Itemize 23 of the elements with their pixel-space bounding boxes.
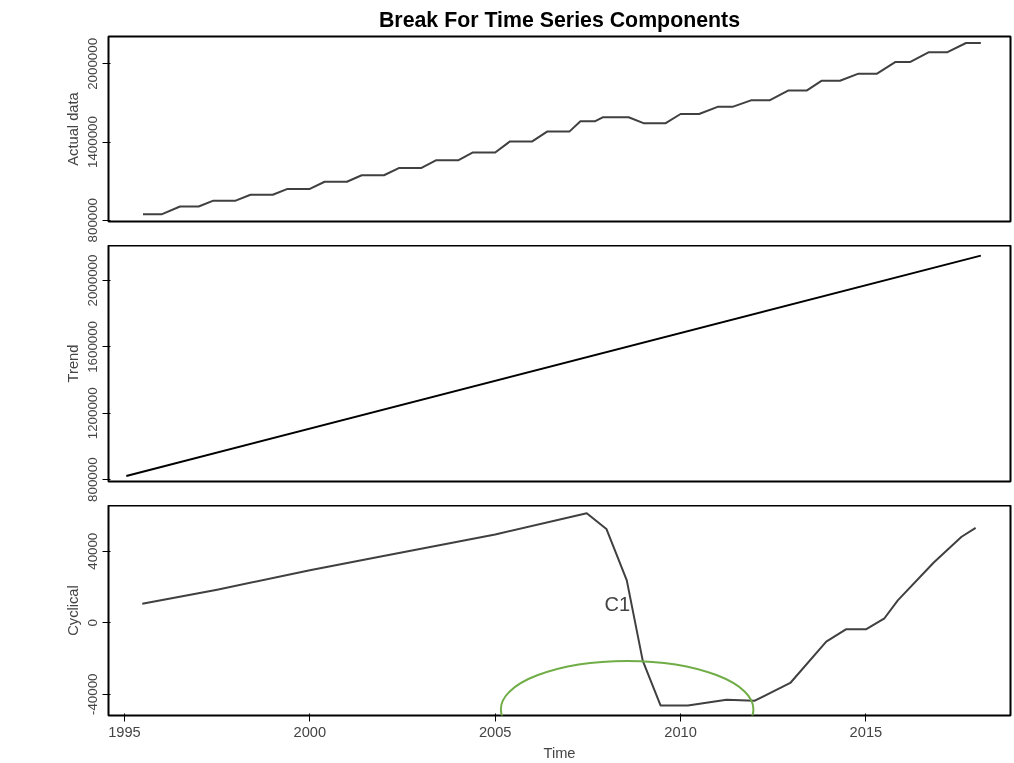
x-axis-title: Time (543, 744, 576, 761)
y-axis-title: Cyclical (64, 585, 81, 636)
line-series (141, 512, 977, 707)
annotation: C1 (604, 593, 631, 616)
y-tick-label: -40000 (85, 673, 101, 715)
chart-title: Break For Time Series Components (378, 7, 741, 32)
x-tick-label: 2000 (293, 723, 327, 740)
y-tick-label: 800000 (85, 457, 101, 502)
x-tick-label: 2015 (849, 723, 883, 740)
x-tick-label: 2010 (664, 723, 697, 740)
y-tick-label: 40000 (85, 532, 101, 570)
y-axis-title: Trend (64, 344, 81, 383)
y-tick-label: 800000 (85, 197, 101, 243)
y-tick-label: 2000000 (85, 37, 101, 90)
line-series (141, 42, 982, 216)
y-tick-label: 1200000 (85, 387, 101, 440)
x-tick-label: 1995 (108, 723, 141, 740)
x-tick-label: 2005 (478, 723, 512, 740)
y-tick-label: 2000000 (85, 254, 101, 307)
y-tick-label: 1600000 (85, 320, 101, 373)
y-tick-label: 1400000 (85, 116, 101, 168)
y-tick-label: 0 (85, 619, 101, 627)
y-axis-title: Actual data (64, 91, 81, 166)
